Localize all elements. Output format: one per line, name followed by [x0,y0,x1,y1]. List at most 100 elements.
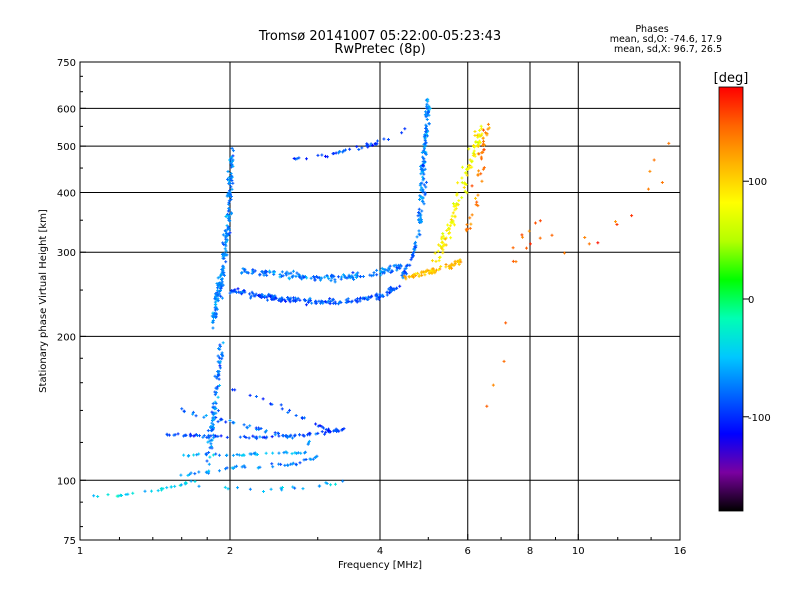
data-point [326,428,330,432]
data-point [266,294,270,298]
data-point [255,437,259,441]
data-point [511,246,515,250]
data-point [314,455,318,459]
data-point [379,270,383,274]
data-point [225,224,229,228]
data-point [334,151,338,155]
data-point [210,446,214,450]
data-point [225,233,229,237]
data-point [276,431,280,435]
data-point [228,291,232,295]
data-point [360,146,364,150]
data-point [191,412,195,416]
data-point [301,487,305,491]
data-point [299,451,303,455]
data-point [468,158,472,162]
data-point [328,430,332,434]
data-point [317,276,321,280]
colorbar: [deg] 100 0 -100 [714,71,771,512]
data-point [485,404,489,408]
data-point [630,214,634,218]
data-point [347,274,351,278]
data-point [229,185,233,189]
data-point [418,197,422,201]
data-point [511,259,515,263]
data-point [220,253,224,257]
data-point [313,278,317,282]
data-point [220,357,224,361]
data-point [464,227,468,231]
data-point [248,487,252,491]
data-point [213,390,217,394]
data-point [291,485,295,489]
data-point [228,219,232,223]
chart-title: Tromsø 20141007 05:22:00-05:23:43 [258,29,501,44]
data-point [220,280,224,284]
data-point [297,156,301,160]
data-point [258,435,262,439]
data-point [353,273,357,277]
data-point [300,416,304,420]
data-point [210,410,214,414]
data-point [615,222,619,226]
data-point [296,296,300,300]
data-point [329,483,333,487]
data-point [216,299,220,303]
data-point [423,273,427,277]
data-point [437,259,441,263]
colorbar-gradient [718,86,744,512]
data-point [221,264,225,268]
data-point [176,432,180,436]
data-point [424,180,428,184]
data-point [263,430,267,434]
data-point [290,275,294,279]
data-point [286,411,290,415]
data-point [251,434,255,438]
data-point [392,264,396,268]
data-point [238,291,242,295]
data-point [253,294,257,298]
data-point [397,263,401,267]
data-point [416,218,420,222]
data-point [297,272,301,276]
data-point [227,194,231,198]
data-point [211,453,215,457]
data-point [385,293,389,297]
data-point [226,487,230,491]
data-point [521,235,525,239]
data-point [268,402,272,406]
data-point [214,305,218,309]
data-point [340,275,344,279]
data-point [378,292,382,296]
data-point [187,453,191,457]
data-point [159,486,163,490]
data-point [412,247,416,251]
data-point [326,300,330,304]
x-tick-label: 10 [572,546,585,557]
data-point [422,172,426,176]
data-point [420,163,424,167]
data-point [223,485,227,489]
data-point [202,434,206,438]
data-point [449,236,453,240]
data-point [250,271,254,275]
data-point [375,273,379,277]
data-point [216,276,220,280]
data-point [562,251,566,255]
data-point [221,241,225,245]
data-point [249,452,253,456]
y-tick-label: 600 [57,104,76,115]
data-point [407,274,411,278]
data-point [229,161,233,165]
data-point [227,202,231,206]
data-point [375,268,379,272]
data-point [248,424,252,428]
data-point [477,139,481,143]
data-point [456,181,460,185]
data-point [224,260,228,264]
data-point [204,452,208,456]
data-point [279,403,283,407]
data-point [504,321,508,325]
data-point [280,298,284,302]
y-tick-label: 75 [63,536,76,547]
